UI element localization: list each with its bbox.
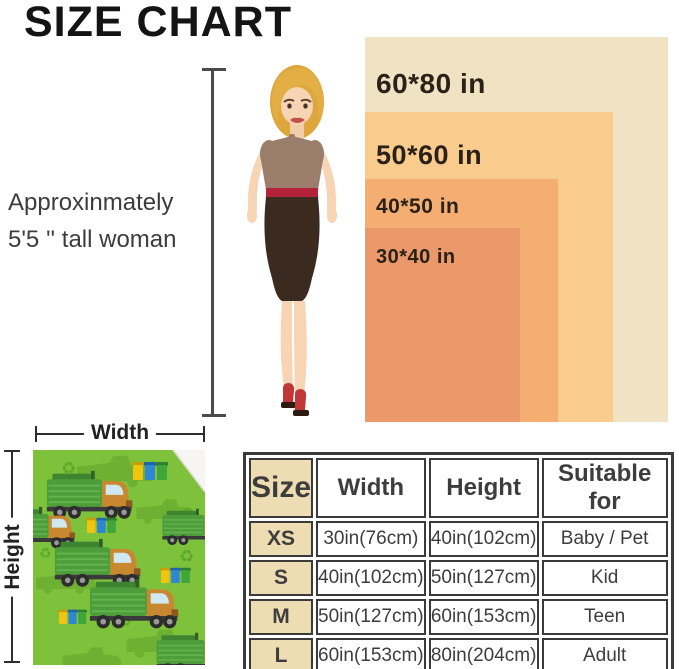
height-measure: Height — [1, 450, 25, 663]
blanket-pattern: ♻ ♻ ♻ ♻ ♻ ♻ — [0, 449, 232, 669]
woman-height-line — [211, 69, 214, 417]
size-box-label: 50*60 in — [376, 140, 483, 170]
table-row: XS 30in(76cm) 40in(102cm) Baby / Pet — [249, 521, 668, 557]
col-header-size: Size — [249, 458, 314, 518]
recycling-bins-icon — [132, 462, 168, 480]
cell-suitable: Baby / Pet — [541, 521, 668, 557]
cell-suitable: Teen — [541, 599, 668, 635]
col-header-suitable: Suitable for — [541, 458, 668, 518]
width-measure: Width — [35, 421, 205, 446]
size-box-label: 60*80 in — [376, 68, 486, 99]
woman-left-arm — [247, 146, 270, 211]
woman-right-shoe-sole — [293, 410, 309, 416]
fold-edge — [172, 449, 206, 493]
woman-right-leg — [294, 301, 307, 394]
woman-belt — [266, 188, 318, 197]
woman-right-hand — [327, 207, 337, 223]
woman-lips — [290, 117, 305, 123]
col-header-height: Height — [428, 458, 539, 518]
recycle-icon: ♻ — [179, 547, 194, 567]
blanket-swatch: ♻ ♻ ♻ ♻ ♻ ♻ — [0, 449, 232, 669]
woman-left-hand — [247, 207, 257, 223]
recycling-bins-icon — [160, 567, 191, 583]
size-box-label: 30*40 in — [376, 246, 456, 268]
woman-left-shoe — [283, 383, 295, 402]
cell-height: 60in(153cm) — [428, 599, 539, 635]
height-measure-bottom-cap — [4, 661, 20, 663]
cell-width: 30in(76cm) — [316, 521, 426, 557]
cell-size: XS — [249, 521, 314, 557]
table-row: L 60in(153cm) 80in(204cm) Adult — [249, 638, 668, 669]
cell-size: S — [249, 560, 314, 596]
height-note-line1: Approxinmately — [8, 189, 174, 216]
cell-height: 80in(204cm) — [428, 638, 539, 669]
cell-size: M — [249, 599, 314, 635]
woman-right-arm — [314, 146, 337, 211]
woman-right-shoe — [295, 389, 307, 410]
table-header-row: Size Width Height Suitable for — [249, 458, 668, 518]
recycling-bins-icon — [58, 609, 87, 624]
width-measure-right-cap — [203, 426, 205, 442]
width-measure-left-cap — [35, 426, 37, 442]
height-note: Approxinmately 5'5 '' tall woman — [8, 184, 177, 258]
height-measure-top-cap — [4, 450, 20, 452]
cell-width: 60in(153cm) — [316, 638, 426, 669]
height-note-line2: 5'5 '' tall woman — [8, 226, 177, 253]
woman-bangs — [271, 68, 324, 122]
woman-left-eyebrow — [283, 98, 295, 103]
cell-width: 40in(102cm) — [316, 560, 426, 596]
size-box-30x40: 30*40 in — [365, 228, 520, 422]
size-table: Size Width Height Suitable for XS 30in(7… — [243, 452, 674, 669]
page-title: SIZE CHART — [24, 0, 292, 46]
cell-width: 50in(127cm) — [316, 599, 426, 635]
woman-left-eye — [287, 103, 292, 109]
woman-illustration — [247, 65, 337, 416]
cell-size: L — [249, 638, 314, 669]
woman-height-line-top-cap — [202, 68, 226, 71]
cell-suitable: Adult — [541, 638, 668, 669]
table-row: S 40in(102cm) 50in(127cm) Kid — [249, 560, 668, 596]
woman-left-shoe-sole — [281, 402, 296, 408]
woman-top — [260, 134, 324, 190]
cell-height: 40in(102cm) — [428, 521, 539, 557]
recycle-icon: ♻ — [39, 546, 52, 562]
table-row: M 50in(127cm) 60in(153cm) Teen — [249, 599, 668, 635]
cell-height: 50in(127cm) — [428, 560, 539, 596]
woman-right-eyebrow — [300, 98, 312, 103]
size-box-label: 40*50 in — [376, 195, 460, 218]
cell-suitable: Kid — [541, 560, 668, 596]
woman-skirt — [264, 197, 320, 301]
garbage-truck-icon — [155, 631, 232, 669]
width-label: Width — [83, 421, 157, 446]
woman-face — [281, 87, 313, 125]
col-header-width: Width — [316, 458, 426, 518]
woman-height-line-bottom-cap — [202, 414, 226, 417]
height-label: Height — [1, 516, 25, 597]
woman-right-eye — [303, 103, 308, 109]
woman-left-leg — [280, 301, 293, 388]
recycling-bins-icon — [86, 517, 117, 533]
